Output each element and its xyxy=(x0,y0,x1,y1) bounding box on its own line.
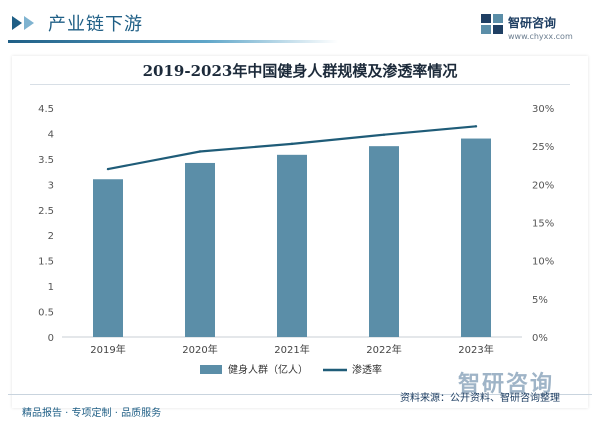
x-tick-label: 2022年 xyxy=(366,343,401,356)
bar xyxy=(277,154,307,337)
double-chevron-icon xyxy=(12,16,34,30)
bar xyxy=(185,162,215,337)
y-right-tick-label: 25% xyxy=(532,142,554,153)
bar xyxy=(369,146,399,337)
line-point xyxy=(198,150,202,153)
y-left-tick-label: 4 xyxy=(48,129,54,140)
x-tick-label: 2019年 xyxy=(90,343,125,356)
y-left-tick-label: 0 xyxy=(48,333,54,344)
y-right-tick-label: 5% xyxy=(532,295,548,306)
legend-swatch-bar xyxy=(200,365,222,374)
bar xyxy=(93,179,123,337)
header-underline xyxy=(8,40,338,43)
legend-label-line: 渗透率 xyxy=(352,363,382,376)
y-right-tick-label: 15% xyxy=(532,219,554,230)
y-left-tick-label: 0.5 xyxy=(38,308,54,319)
x-tick-label: 2023年 xyxy=(458,343,493,356)
footer-tagline: 精品报告 · 专项定制 · 品质服务 xyxy=(22,408,162,419)
y-left-tick-label: 1 xyxy=(48,282,54,293)
line-point xyxy=(382,133,386,136)
footer-divider xyxy=(8,394,592,395)
brand-name: 智研咨询 xyxy=(508,16,557,30)
legend-label-bar: 健身人群（亿人） xyxy=(228,363,308,376)
page-header: 产业链下游 xyxy=(0,0,600,46)
brand-watermark: 智研咨询 xyxy=(458,372,555,397)
brand-url: www.chyxx.com xyxy=(508,32,573,41)
line-point xyxy=(290,142,294,146)
y-left-tick-label: 4.5 xyxy=(38,104,54,115)
y-left-tick-label: 3.5 xyxy=(38,155,54,166)
y-left-tick-label: 1.5 xyxy=(38,257,54,268)
line-point xyxy=(474,125,478,128)
y-right-tick-label: 0% xyxy=(532,333,548,344)
chart-title: 2019-2023年中国健身人群规模及渗透率情况 xyxy=(142,62,458,80)
data-source: 资料来源：公开资料、智研咨询整理 xyxy=(400,393,560,404)
y-right-tick-label: 10% xyxy=(532,257,554,268)
line-point xyxy=(106,167,110,171)
y-left-tick-label: 2 xyxy=(48,231,54,242)
section-title: 产业链下游 xyxy=(48,14,143,35)
y-right-tick-label: 30% xyxy=(532,104,554,115)
x-tick-label: 2021年 xyxy=(274,343,309,356)
y-left-tick-label: 2.5 xyxy=(38,206,54,217)
title-divider xyxy=(30,84,570,85)
y-left-tick-label: 3 xyxy=(48,180,54,191)
y-right-tick-label: 20% xyxy=(532,180,554,191)
bar xyxy=(461,138,491,337)
brand-logo-icon xyxy=(481,14,503,34)
x-tick-label: 2020年 xyxy=(182,343,217,356)
